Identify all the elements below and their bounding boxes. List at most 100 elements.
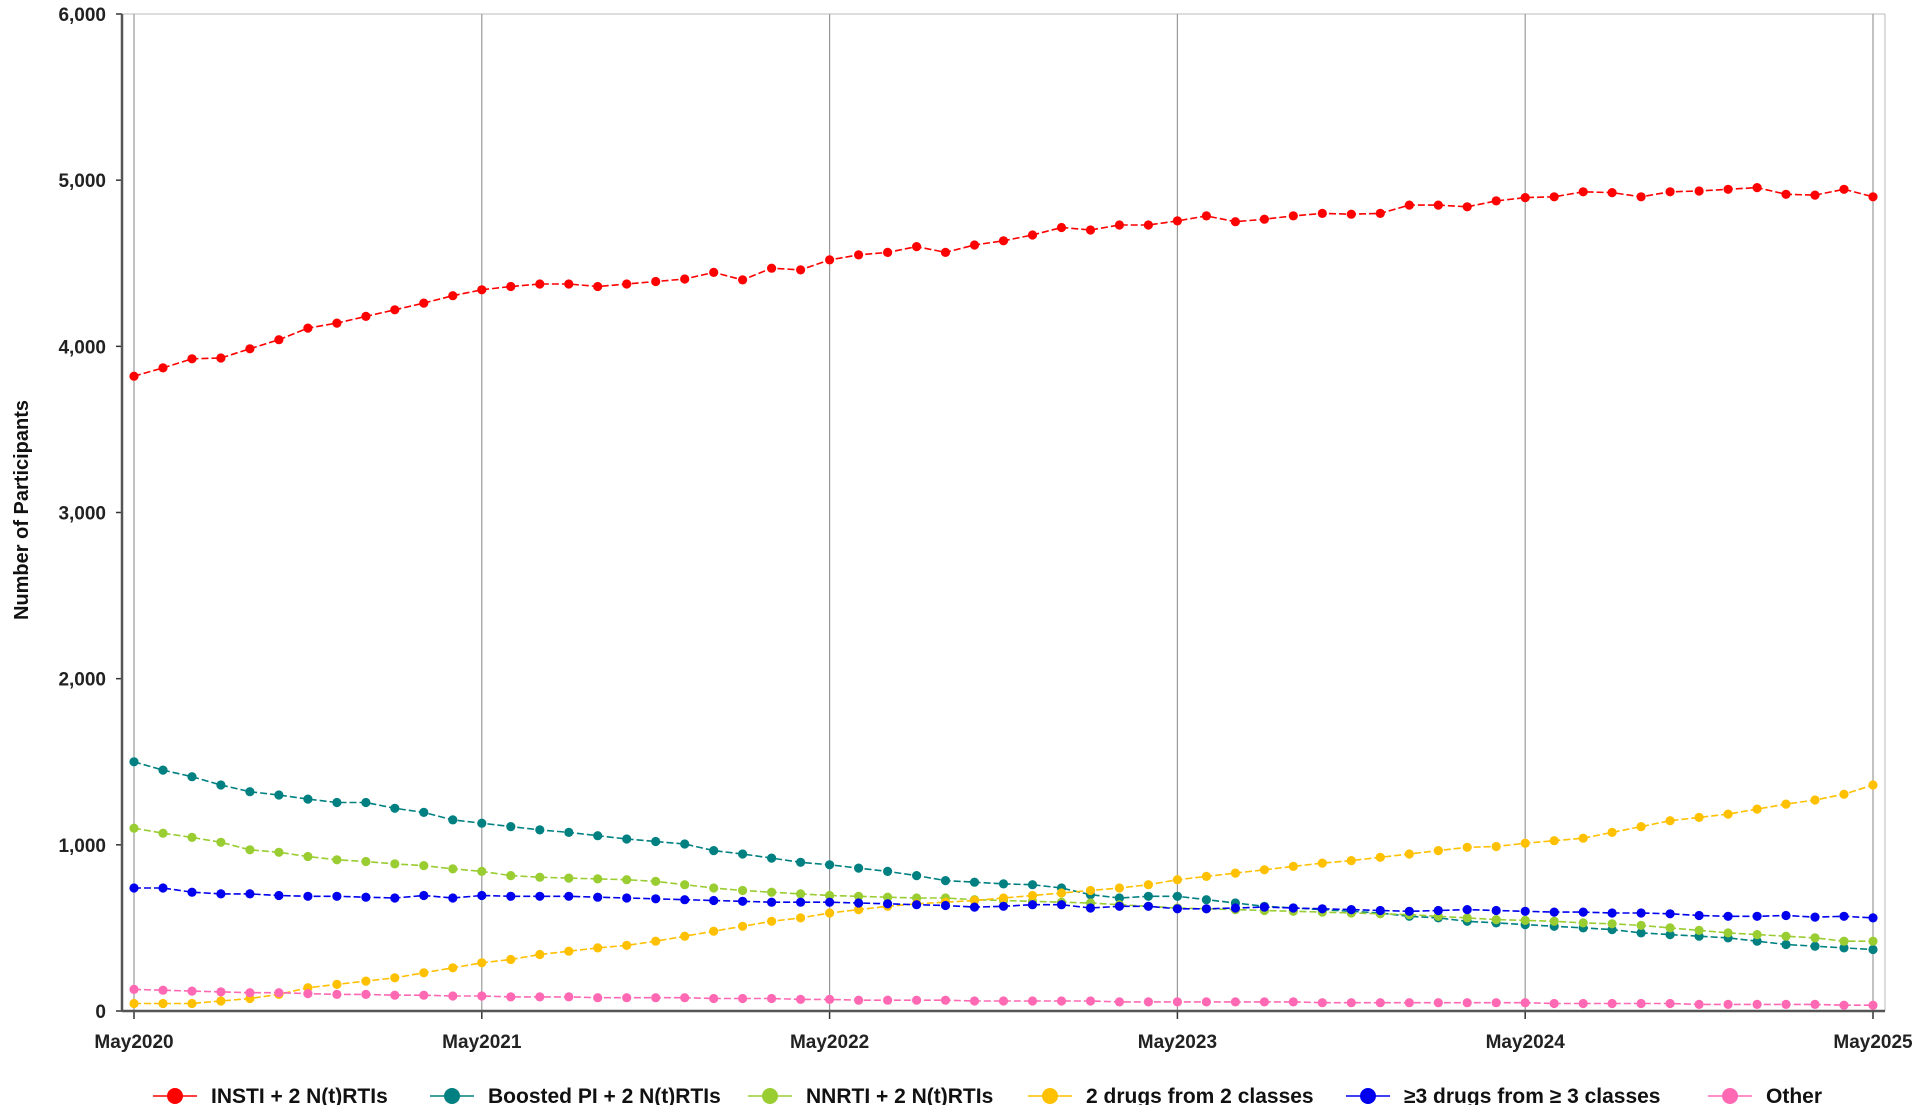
data-point[interactable]: [129, 823, 139, 833]
data-point[interactable]: [1520, 915, 1530, 926]
data-point[interactable]: [564, 992, 574, 1002]
data-point[interactable]: [506, 822, 516, 832]
data-point[interactable]: [1056, 222, 1067, 233]
data-point[interactable]: [187, 986, 197, 996]
data-point[interactable]: [1433, 200, 1443, 210]
data-point[interactable]: [216, 837, 226, 847]
data-point[interactable]: [1578, 998, 1588, 1009]
data-point[interactable]: [448, 991, 458, 1001]
data-point[interactable]: [274, 988, 284, 998]
data-point[interactable]: [738, 993, 748, 1004]
data-point[interactable]: [622, 834, 632, 844]
data-point[interactable]: [1230, 997, 1240, 1007]
data-point[interactable]: [535, 992, 545, 1002]
data-point[interactable]: [477, 890, 487, 901]
data-point[interactable]: [1607, 998, 1617, 1009]
data-point[interactable]: [303, 891, 313, 901]
data-point[interactable]: [1143, 880, 1153, 890]
data-point[interactable]: [593, 831, 603, 841]
data-point[interactable]: [303, 851, 313, 862]
data-point[interactable]: [940, 876, 951, 886]
data-point[interactable]: [738, 921, 748, 931]
data-point[interactable]: [1723, 184, 1733, 194]
data-point[interactable]: [1549, 836, 1559, 846]
data-point[interactable]: [1636, 998, 1646, 1009]
data-point[interactable]: [1259, 214, 1269, 224]
data-point[interactable]: [1433, 905, 1443, 916]
data-point[interactable]: [1259, 902, 1269, 912]
data-point[interactable]: [1752, 936, 1762, 946]
data-point[interactable]: [303, 794, 313, 804]
data-point[interactable]: [680, 839, 690, 849]
data-point[interactable]: [245, 344, 255, 354]
data-point[interactable]: [1694, 812, 1704, 823]
data-point[interactable]: [129, 984, 139, 995]
data-point[interactable]: [1375, 852, 1385, 862]
data-point[interactable]: [1781, 910, 1791, 921]
data-point[interactable]: [680, 895, 690, 905]
data-point[interactable]: [506, 281, 516, 292]
data-point[interactable]: [1607, 827, 1617, 838]
data-point[interactable]: [390, 990, 400, 1000]
data-point[interactable]: [1346, 998, 1356, 1008]
data-point[interactable]: [448, 815, 458, 825]
data-point[interactable]: [274, 790, 284, 800]
data-point[interactable]: [1230, 868, 1240, 878]
data-point[interactable]: [1346, 209, 1356, 219]
data-point[interactable]: [796, 897, 806, 907]
data-point[interactable]: [216, 889, 226, 899]
data-point[interactable]: [1578, 918, 1588, 928]
data-point[interactable]: [1085, 996, 1096, 1006]
data-point[interactable]: [390, 893, 400, 903]
data-point[interactable]: [1839, 936, 1849, 946]
data-point[interactable]: [1317, 904, 1327, 914]
data-point[interactable]: [767, 897, 777, 907]
data-point[interactable]: [1491, 196, 1501, 206]
legend-item-4[interactable]: ≥3 drugs from ≥ 3 classes: [1346, 1085, 1661, 1105]
data-point[interactable]: [535, 825, 545, 835]
data-point[interactable]: [969, 877, 980, 887]
data-point[interactable]: [1839, 1000, 1849, 1010]
data-point[interactable]: [1375, 208, 1385, 218]
data-point[interactable]: [680, 880, 690, 890]
data-point[interactable]: [1027, 890, 1038, 901]
data-point[interactable]: [622, 279, 632, 289]
data-point[interactable]: [1143, 220, 1153, 230]
data-point[interactable]: [825, 860, 835, 870]
data-point[interactable]: [1491, 998, 1501, 1008]
data-point[interactable]: [332, 989, 342, 1000]
data-point[interactable]: [535, 949, 545, 960]
data-point[interactable]: [332, 797, 342, 808]
data-point[interactable]: [969, 240, 980, 250]
data-point[interactable]: [419, 298, 429, 308]
data-point[interactable]: [651, 276, 661, 287]
data-point[interactable]: [1520, 838, 1530, 848]
data-point[interactable]: [361, 797, 371, 808]
data-point[interactable]: [1665, 930, 1675, 940]
data-point[interactable]: [1288, 997, 1298, 1007]
data-point[interactable]: [1781, 931, 1791, 941]
data-point[interactable]: [709, 846, 719, 856]
data-point[interactable]: [448, 893, 458, 903]
data-point[interactable]: [1578, 187, 1588, 197]
data-point[interactable]: [216, 996, 226, 1006]
data-point[interactable]: [1868, 936, 1878, 946]
data-point[interactable]: [129, 883, 139, 893]
data-point[interactable]: [1665, 187, 1675, 197]
data-point[interactable]: [883, 995, 893, 1005]
data-point[interactable]: [738, 275, 748, 285]
data-point[interactable]: [593, 943, 603, 953]
data-point[interactable]: [854, 863, 864, 873]
data-point[interactable]: [593, 892, 603, 902]
data-point[interactable]: [274, 847, 284, 857]
data-point[interactable]: [1056, 900, 1067, 910]
data-point[interactable]: [129, 998, 139, 1009]
data-point[interactable]: [506, 954, 516, 965]
data-point[interactable]: [883, 866, 893, 877]
data-point[interactable]: [216, 987, 226, 997]
data-point[interactable]: [854, 905, 864, 915]
data-point[interactable]: [1607, 919, 1617, 929]
data-point[interactable]: [303, 989, 313, 999]
data-point[interactable]: [1752, 911, 1762, 921]
data-point[interactable]: [477, 818, 487, 828]
